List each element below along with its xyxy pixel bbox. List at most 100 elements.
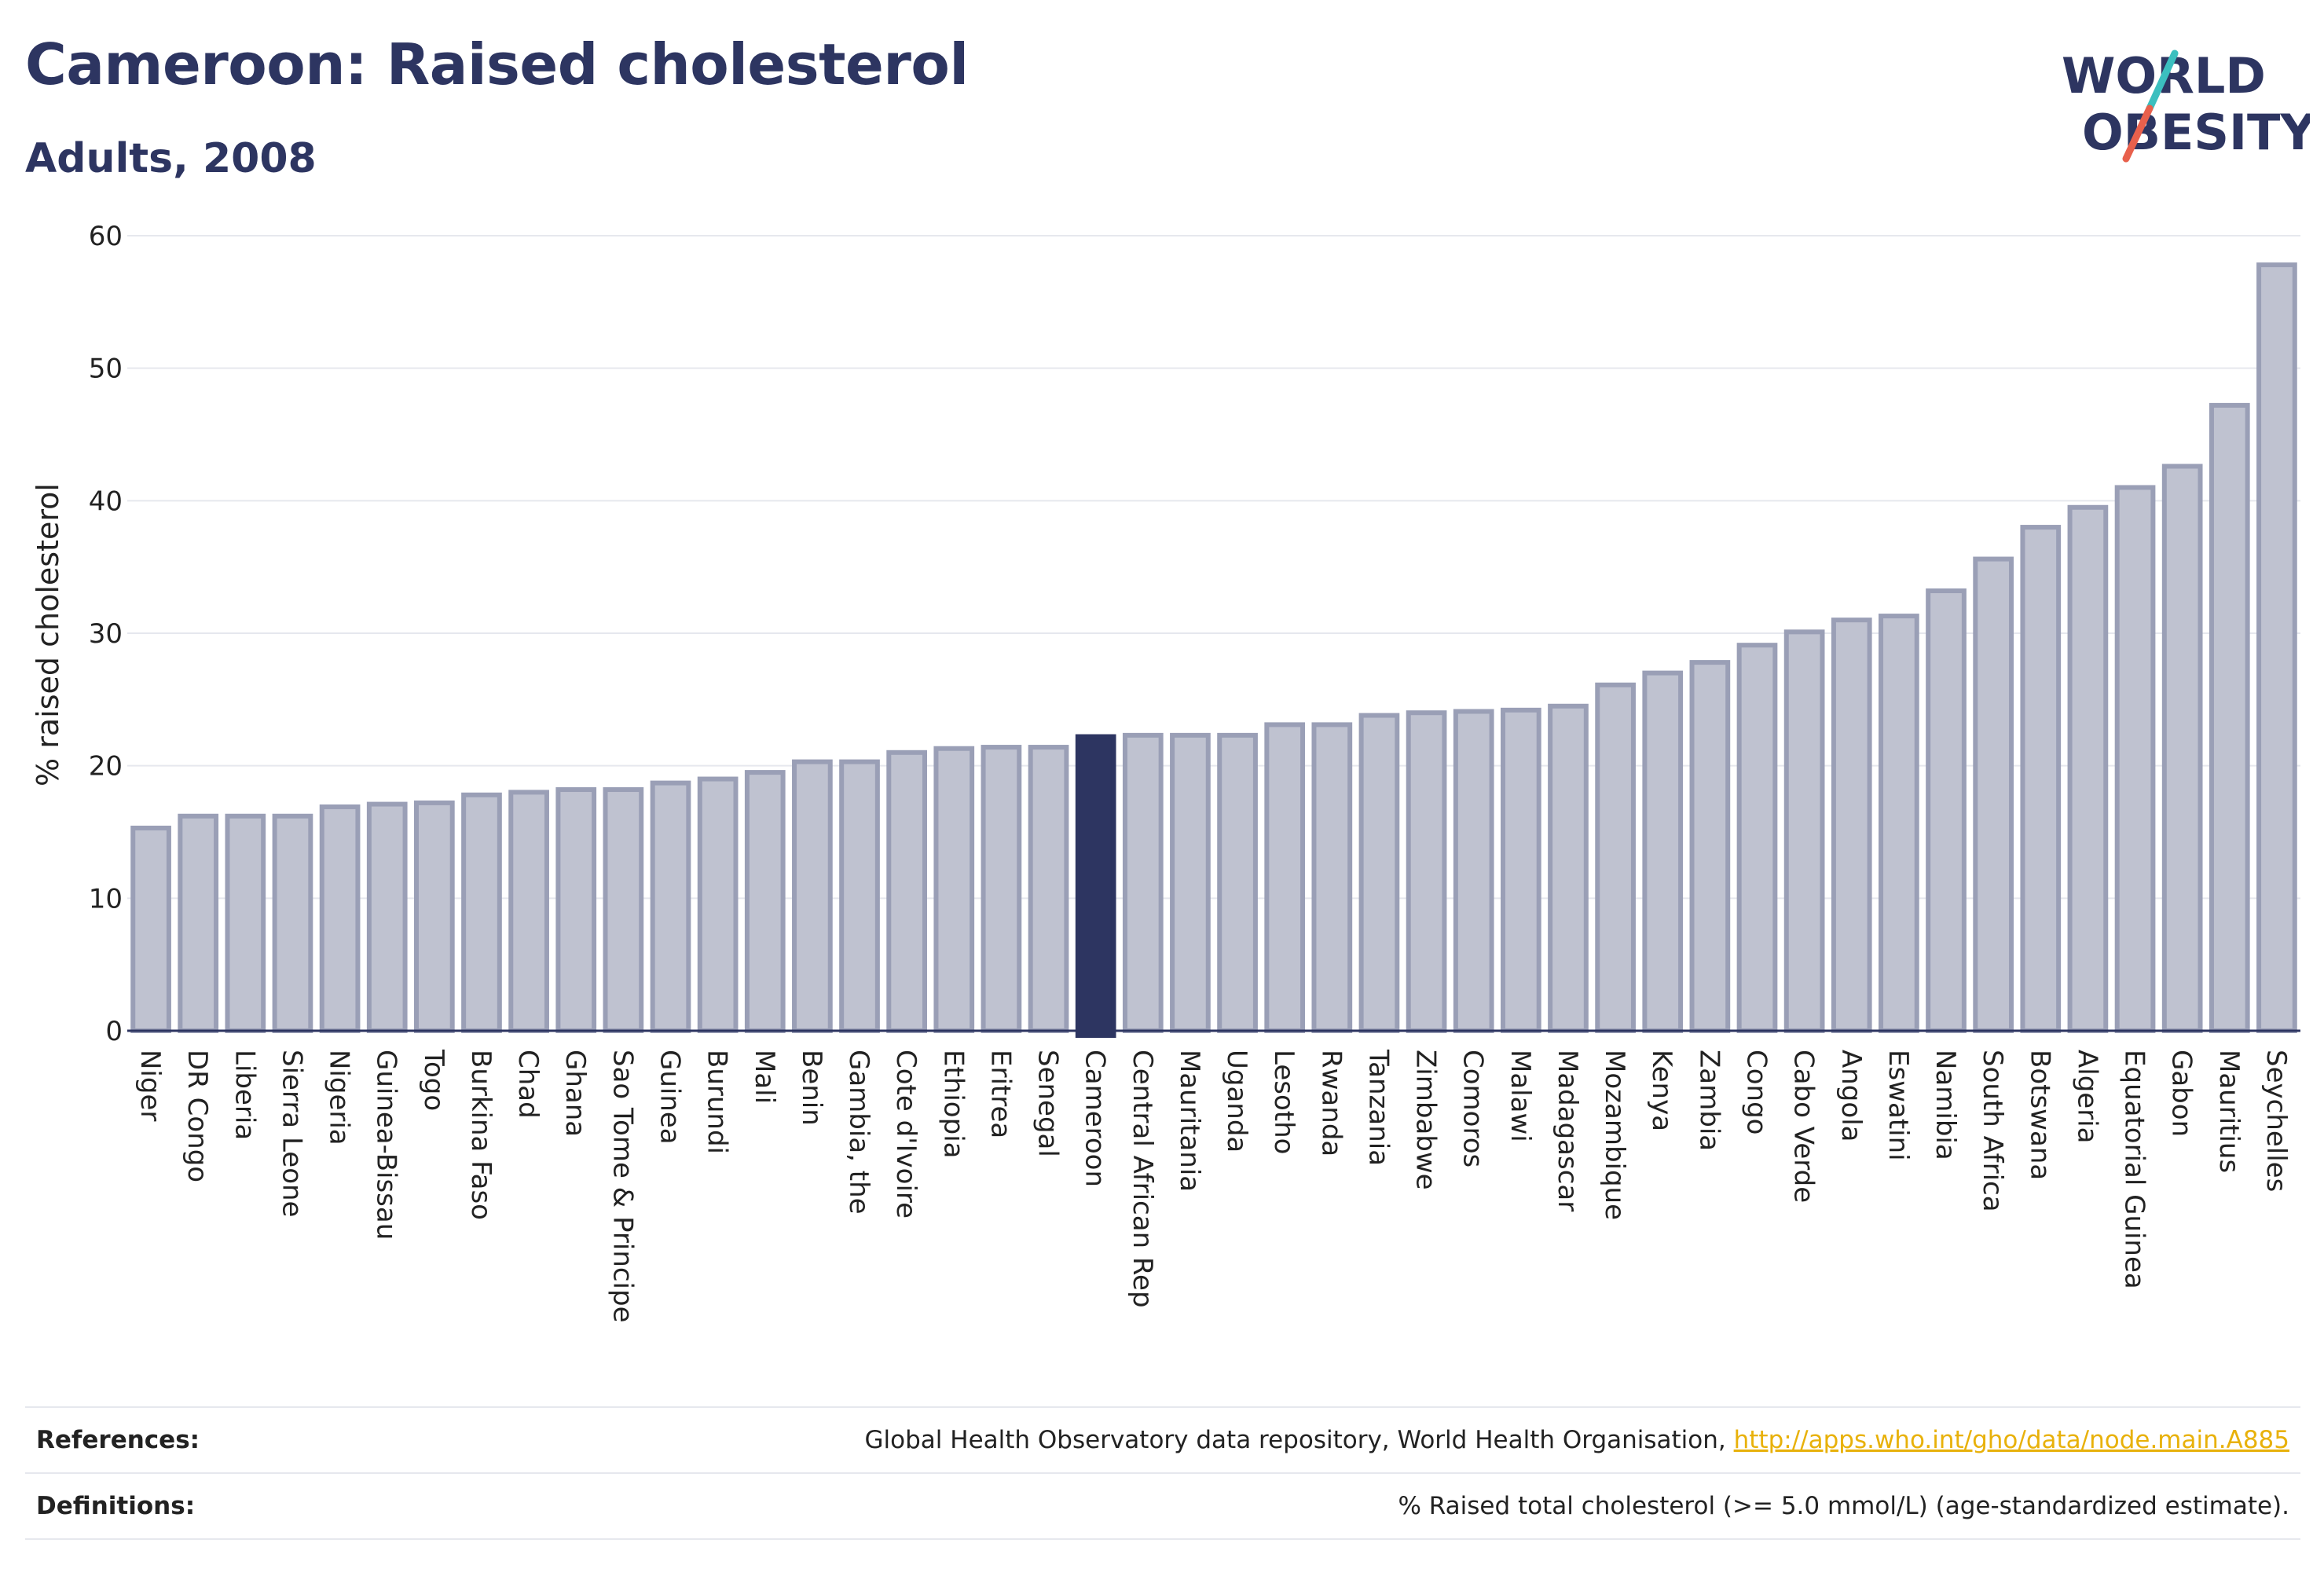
bar bbox=[1264, 722, 1306, 1033]
bar bbox=[2067, 504, 2109, 1033]
bar bbox=[1170, 732, 1211, 1034]
x-tick-label: Cameroon bbox=[1080, 1050, 1111, 1187]
x-tick-label: Eswatini bbox=[1882, 1050, 1914, 1161]
x-tick-label: Rwanda bbox=[1315, 1050, 1347, 1156]
bar bbox=[1736, 643, 1778, 1033]
x-tick-label: Gabon bbox=[2166, 1050, 2198, 1137]
world-obesity-logo: WORLD OBESITY bbox=[2062, 47, 2310, 163]
bar bbox=[319, 804, 361, 1034]
x-tick-label: Equatorial Guinea bbox=[2119, 1050, 2150, 1289]
chart-title: Cameroon: Raised cholesterol bbox=[25, 31, 969, 97]
x-tick-label: Senegal bbox=[1032, 1050, 1064, 1157]
bar bbox=[178, 813, 219, 1033]
x-tick-label: Cote d'Ivoire bbox=[890, 1050, 922, 1219]
bar bbox=[744, 770, 786, 1033]
bar bbox=[2256, 262, 2297, 1033]
highlighted-bar bbox=[1075, 734, 1116, 1038]
x-tick-label: Ethiopia bbox=[937, 1050, 969, 1158]
bar bbox=[603, 787, 644, 1033]
references-source: Global Health Observatory data repositor… bbox=[864, 1426, 1734, 1454]
x-tick-label: Namibia bbox=[1930, 1050, 1961, 1160]
y-tick-label: 0 bbox=[105, 1016, 123, 1047]
x-tick-label: Angola bbox=[1835, 1050, 1867, 1142]
definitions-row: Definitions: % Raised total cholesterol … bbox=[25, 1474, 2300, 1538]
bar bbox=[1783, 629, 1825, 1034]
chart-subtitle: Adults, 2008 bbox=[25, 135, 317, 182]
x-tick-label: Guinea bbox=[654, 1050, 686, 1145]
footer-divider-bottom bbox=[25, 1538, 2300, 1540]
bar bbox=[1311, 722, 1353, 1033]
bar bbox=[2161, 464, 2203, 1033]
bar bbox=[1831, 618, 1872, 1033]
bar bbox=[1406, 710, 1447, 1033]
x-tick-label: Burundi bbox=[702, 1050, 733, 1154]
x-tick-label: Uganda bbox=[1221, 1050, 1252, 1153]
x-tick-label: Cabo Verde bbox=[1788, 1050, 1820, 1203]
x-tick-label: Zimbabwe bbox=[1410, 1050, 1442, 1190]
y-tick-label: 10 bbox=[89, 883, 123, 914]
x-tick-label: Liberia bbox=[229, 1050, 260, 1140]
x-tick-label: Comoros bbox=[1457, 1050, 1489, 1167]
x-tick-label: Lesotho bbox=[1268, 1050, 1299, 1154]
bar bbox=[933, 746, 975, 1033]
x-tick-label: Niger bbox=[134, 1050, 166, 1121]
bar bbox=[1973, 556, 2014, 1033]
y-tick-label: 40 bbox=[89, 486, 123, 517]
x-tick-label: Mauritania bbox=[1174, 1050, 1205, 1192]
y-tick-label: 50 bbox=[89, 354, 123, 385]
bar bbox=[1358, 713, 1400, 1033]
x-tick-label: Seychelles bbox=[2260, 1050, 2292, 1192]
x-tick-label: Madagascar bbox=[1552, 1050, 1583, 1211]
bar bbox=[886, 750, 928, 1033]
x-tick-label: Chad bbox=[512, 1050, 544, 1119]
bar bbox=[461, 792, 502, 1033]
x-tick-label: Congo bbox=[1741, 1050, 1772, 1134]
x-tick-label: Mauritius bbox=[2213, 1050, 2245, 1173]
x-tick-label: Eritrea bbox=[984, 1050, 1016, 1138]
footer-divider-top bbox=[25, 1406, 2300, 1408]
y-axis-label: % raised cholesterol bbox=[31, 483, 65, 786]
bar bbox=[1500, 707, 1541, 1033]
bar bbox=[1453, 709, 1494, 1033]
y-tick-label: 60 bbox=[89, 221, 123, 252]
logo-slash-coral bbox=[2122, 104, 2154, 163]
bar bbox=[555, 787, 597, 1033]
bar bbox=[650, 780, 691, 1033]
x-tick-label: Mozambique bbox=[1599, 1050, 1630, 1220]
references-text: Global Health Observatory data repositor… bbox=[865, 1426, 2300, 1454]
bar bbox=[1879, 614, 1919, 1033]
x-tick-label: Algeria bbox=[2071, 1050, 2102, 1143]
bar bbox=[792, 759, 833, 1034]
bar bbox=[1642, 670, 1684, 1033]
bar bbox=[413, 800, 455, 1033]
x-tick-label: Togo bbox=[418, 1049, 449, 1111]
bar bbox=[2209, 402, 2250, 1033]
footer-divider-middle bbox=[25, 1472, 2300, 1474]
bar bbox=[839, 759, 880, 1034]
bar bbox=[1028, 745, 1069, 1033]
bar-chart: 0 10 20 30 40 50 60 % raised cholesterol Niger DR… bbox=[31, 221, 2300, 1323]
x-tick-label: Nigeria bbox=[324, 1050, 355, 1145]
bar bbox=[130, 825, 171, 1033]
y-tick-label: 20 bbox=[89, 751, 123, 783]
x-tick-label: Tanzania bbox=[1362, 1049, 1394, 1166]
bar bbox=[2114, 485, 2156, 1033]
y-tick-label: 30 bbox=[89, 618, 123, 650]
x-tick-label: Sao Tome & Principe bbox=[607, 1050, 638, 1323]
definitions-label: Definitions: bbox=[36, 1492, 196, 1520]
bar bbox=[225, 813, 266, 1033]
x-tick-label: Gambia, the bbox=[843, 1050, 874, 1215]
x-tick-label: DR Congo bbox=[181, 1050, 213, 1182]
x-tick-label: Botswana bbox=[2024, 1050, 2055, 1180]
x-tick-label: South Africa bbox=[1977, 1050, 2008, 1212]
bar bbox=[272, 813, 313, 1033]
x-tick-label: Burkina Faso bbox=[465, 1050, 497, 1220]
references-label: References: bbox=[36, 1426, 200, 1454]
x-tick-label: Central African Rep bbox=[1127, 1050, 1158, 1308]
bar bbox=[1122, 732, 1164, 1034]
bar bbox=[366, 801, 408, 1034]
bar bbox=[1595, 682, 1636, 1034]
references-link[interactable]: http://apps.who.int/gho/data/node.main.A… bbox=[1733, 1426, 2289, 1454]
bar bbox=[508, 790, 549, 1034]
logo-slash-teal bbox=[2146, 49, 2179, 112]
